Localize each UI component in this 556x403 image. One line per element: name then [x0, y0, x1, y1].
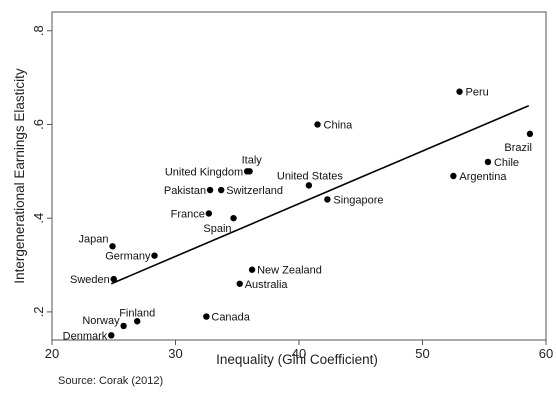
x-tick-label: 60 [539, 346, 553, 361]
point-label-united-states: United States [277, 170, 344, 182]
point-switzerland [217, 186, 225, 194]
y-tick-label: .2 [31, 306, 46, 317]
source-note: Source: Corak (2012) [58, 375, 163, 387]
x-tick-label: 40 [292, 346, 306, 361]
point-label-japan: Japan [79, 233, 109, 245]
point-france [205, 210, 213, 217]
y-tick-label: .6 [31, 119, 46, 130]
x-tick-label: 20 [45, 346, 59, 361]
point-china [314, 121, 321, 128]
point-spain [230, 214, 237, 222]
point-label-italy: Italy [242, 154, 263, 166]
point-labels-group: PeruChinaBrazilChileArgentinaItalyUnited… [63, 87, 532, 343]
axes: 20 30 40 50 60 .2 .4 .6 .8 [31, 11, 553, 361]
point-label-united-kingdom: United Kingdom [165, 166, 243, 178]
point-pakistan [206, 186, 214, 194]
point-label-china: China [324, 119, 354, 131]
point-denmark [108, 332, 115, 339]
point-label-singapore: Singapore [333, 194, 383, 206]
point-label-germany: Germany [105, 251, 151, 263]
point-chile [484, 158, 492, 166]
point-germany [151, 252, 158, 259]
point-label-sweden: Sweden [70, 274, 110, 286]
point-canada [203, 313, 210, 320]
point-label-new-zealand: New Zealand [257, 265, 322, 277]
y-axis-title: Intergenerational Earnings Elasticity [12, 68, 27, 284]
x-axis-title: Inequality (Gini Coefficient) [216, 352, 378, 367]
point-label-canada: Canada [211, 312, 250, 324]
point-brazil [526, 130, 534, 138]
point-label-spain: Spain [203, 223, 231, 235]
point-united-states [305, 182, 313, 189]
point-label-finland: Finland [119, 307, 155, 319]
point-label-chile: Chile [494, 157, 519, 169]
point-label-france: France [171, 208, 205, 220]
point-label-peru: Peru [466, 87, 489, 99]
point-label-australia: Australia [245, 279, 289, 291]
point-label-switzerland: Switzerland [226, 185, 283, 197]
point-new-zealand [248, 266, 256, 273]
point-label-brazil: Brazil [504, 142, 532, 154]
points-group [108, 88, 534, 339]
point-label-argentina: Argentina [459, 171, 507, 183]
point-australia [236, 280, 243, 287]
x-tick-label: 30 [168, 346, 182, 361]
point-argentina [450, 172, 457, 180]
point-norway [120, 322, 127, 330]
point-japan [109, 243, 116, 250]
y-tick-label: .4 [31, 213, 46, 224]
point-label-norway: Norway [82, 315, 120, 327]
fit-line-group [110, 104, 530, 285]
point-singapore [324, 196, 331, 203]
x-tick-label: 50 [415, 346, 429, 361]
point-united-kingdom [243, 168, 251, 175]
point-finland [134, 318, 141, 325]
y-tick-label: .8 [31, 25, 46, 36]
point-sweden [110, 275, 117, 283]
point-label-pakistan: Pakistan [164, 185, 206, 197]
point-label-denmark: Denmark [63, 330, 108, 342]
point-peru [456, 88, 463, 95]
fit-line [110, 104, 530, 285]
